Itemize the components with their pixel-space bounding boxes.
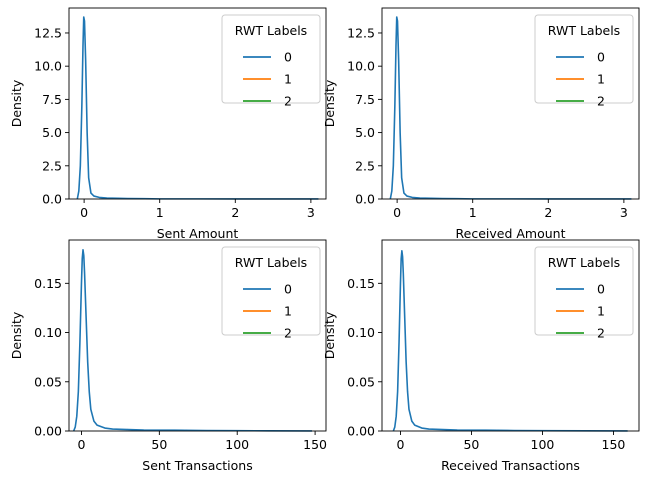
y-tick-label: 0.05 bbox=[347, 374, 375, 389]
y-tick-label: 10.0 bbox=[347, 59, 375, 74]
y-tick-label: 0.15 bbox=[34, 276, 62, 291]
y-tick-label: 7.5 bbox=[42, 92, 62, 107]
legend: RWT Labels 0 1 2 bbox=[534, 14, 634, 109]
y-tick-label: 5.0 bbox=[355, 125, 375, 140]
y-axis-label: Density bbox=[322, 79, 337, 127]
plot-frame bbox=[68, 239, 327, 432]
y-tick-label: 0.10 bbox=[34, 325, 62, 340]
y-tick-label: 2.5 bbox=[42, 158, 62, 173]
x-tick-label: 0 bbox=[396, 437, 404, 452]
x-tick-label: 3 bbox=[620, 205, 628, 220]
plot-frame bbox=[68, 7, 327, 200]
legend-label-1: 1 bbox=[284, 304, 292, 319]
legend: RWT Labels 0 1 2 bbox=[534, 246, 634, 341]
legend-label-2: 2 bbox=[597, 326, 605, 341]
legend-label-1: 1 bbox=[597, 72, 605, 87]
legend-box bbox=[534, 246, 634, 336]
x-tick-label: 100 bbox=[531, 437, 555, 452]
series-line-0 bbox=[392, 250, 628, 432]
legend-box bbox=[221, 246, 321, 336]
x-tick-label: 100 bbox=[225, 437, 249, 452]
subplot-3: 0 50 100 150 0.00 0.05 0.10 0.15 Sent Transactio… bbox=[9, 239, 327, 473]
x-tick-label: 2 bbox=[231, 205, 239, 220]
x-tick-label: 150 bbox=[303, 437, 327, 452]
y-tick-label: 0.00 bbox=[347, 424, 375, 439]
x-tick-label: 0 bbox=[393, 205, 401, 220]
legend-title: RWT Labels bbox=[235, 255, 307, 270]
y-tick-label: 0.10 bbox=[347, 325, 375, 340]
y-tick-label: 10.0 bbox=[34, 59, 62, 74]
legend-label-0: 0 bbox=[597, 50, 605, 65]
legend-label-0: 0 bbox=[284, 282, 292, 297]
x-axis-label: Received Transactions bbox=[441, 458, 580, 473]
y-tick-label: 0.05 bbox=[34, 374, 62, 389]
y-tick-label: 0.15 bbox=[347, 276, 375, 291]
legend-label-0: 0 bbox=[284, 50, 292, 65]
y-axis-label: Density bbox=[9, 311, 24, 359]
plot-frame bbox=[381, 7, 640, 200]
legend: RWT Labels 0 1 2 bbox=[221, 14, 321, 109]
y-axis-label: Density bbox=[322, 311, 337, 359]
legend-label-2: 2 bbox=[284, 94, 292, 109]
y-tick-label: 0.00 bbox=[34, 424, 62, 439]
x-axis-label: Sent Amount bbox=[157, 226, 239, 241]
legend-title: RWT Labels bbox=[235, 23, 307, 38]
y-tick-label: 12.5 bbox=[34, 25, 62, 40]
subplot-1: 0 1 2 3 0.0 2.5 5.0 7.5 10.0 12.5 Sent Amount Densi… bbox=[9, 7, 327, 241]
legend-title: RWT Labels bbox=[548, 255, 620, 270]
legend-label-1: 1 bbox=[284, 72, 292, 87]
x-tick-label: 1 bbox=[469, 205, 477, 220]
legend-title: RWT Labels bbox=[548, 23, 620, 38]
legend: RWT Labels 0 1 2 bbox=[221, 246, 321, 341]
legend-label-2: 2 bbox=[597, 94, 605, 109]
series-line-0 bbox=[72, 249, 312, 432]
plot-frame bbox=[381, 239, 640, 432]
y-tick-label: 5.0 bbox=[42, 125, 62, 140]
x-tick-label: 1 bbox=[156, 205, 164, 220]
legend-label-1: 1 bbox=[597, 304, 605, 319]
y-tick-label: 2.5 bbox=[355, 158, 375, 173]
x-tick-label: 0 bbox=[77, 437, 85, 452]
y-tick-label: 0.0 bbox=[355, 192, 375, 207]
x-axis-label: Sent Transactions bbox=[142, 458, 252, 473]
subplot-4: 0 50 100 150 0.00 0.05 0.10 0.15 Received Transa… bbox=[322, 239, 640, 473]
legend-box bbox=[534, 14, 634, 104]
legend-label-0: 0 bbox=[597, 282, 605, 297]
y-axis-label: Density bbox=[9, 79, 24, 127]
y-tick-label: 7.5 bbox=[355, 92, 375, 107]
x-tick-label: 150 bbox=[602, 437, 626, 452]
x-tick-label: 0 bbox=[80, 205, 88, 220]
legend-label-2: 2 bbox=[284, 326, 292, 341]
x-tick-label: 2 bbox=[544, 205, 552, 220]
x-tick-label: 50 bbox=[151, 437, 167, 452]
x-tick-label: 50 bbox=[463, 437, 479, 452]
legend-box bbox=[221, 14, 321, 104]
subplot-2: 0 1 2 3 0.0 2.5 5.0 7.5 10.0 12.5 Received Amount D… bbox=[322, 7, 640, 241]
y-tick-label: 12.5 bbox=[347, 25, 375, 40]
x-axis-label: Received Amount bbox=[456, 226, 566, 241]
x-tick-label: 3 bbox=[307, 205, 315, 220]
y-tick-label: 0.0 bbox=[42, 192, 62, 207]
